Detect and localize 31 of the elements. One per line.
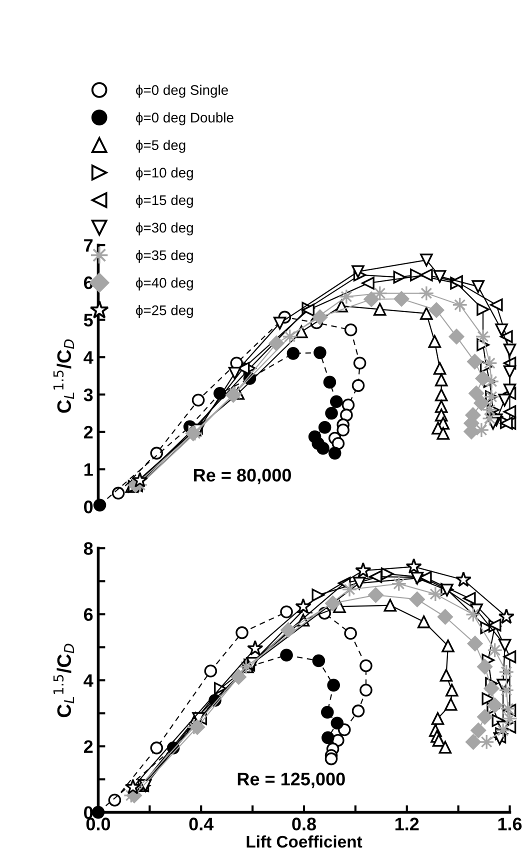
legend-label: ϕ=10 deg <box>136 167 193 180</box>
y-axis-title: C$_{L}$$^{1.5}$/C$_{D}$ <box>53 339 74 413</box>
y-tick-label: 6 <box>84 608 93 621</box>
y-tick-label: 3 <box>84 388 93 402</box>
y-tick-label: 4 <box>84 674 94 687</box>
legend-label: ϕ=40 deg <box>136 277 193 290</box>
y-axis-title: C$_{L}$$^{1.5}$/C$_{D}$ <box>53 644 74 718</box>
x-tick-label: 0.4 <box>189 818 214 830</box>
y-tick-label: 8 <box>84 542 93 555</box>
legend-label: ϕ=25 deg <box>136 305 193 318</box>
y-tick-label: 5 <box>84 314 93 327</box>
legend-label: ϕ=0 deg Single <box>136 84 228 98</box>
legend-label: ϕ=35 deg <box>136 250 193 263</box>
y-tick-label: 0 <box>84 500 93 514</box>
legend-label: ϕ=15 deg <box>136 194 193 208</box>
x-tick-label: 0.8 <box>292 818 316 830</box>
x-tick-label: 1.2 <box>395 818 419 830</box>
x-tick-label: 0.0 <box>86 818 110 830</box>
y-tick-label: 0 <box>84 806 93 820</box>
annotation: Re = 80,000 <box>194 468 291 484</box>
y-tick-label: 4 <box>84 351 94 364</box>
x-tick-label: 1.6 <box>498 818 522 830</box>
legend-label: ϕ=30 deg <box>136 222 193 236</box>
y-tick-label: 2 <box>84 740 93 753</box>
y-tick-label: 1 <box>84 463 93 476</box>
legend-label: ϕ=5 deg <box>136 140 186 153</box>
legend-label: ϕ=0 deg Double <box>136 112 234 126</box>
annotation: Re = 125,000 <box>238 772 345 788</box>
x-axis-title: Lift Coefficient <box>246 835 362 848</box>
y-tick-label: 2 <box>84 426 93 438</box>
y-tick-label: 7 <box>84 239 93 252</box>
